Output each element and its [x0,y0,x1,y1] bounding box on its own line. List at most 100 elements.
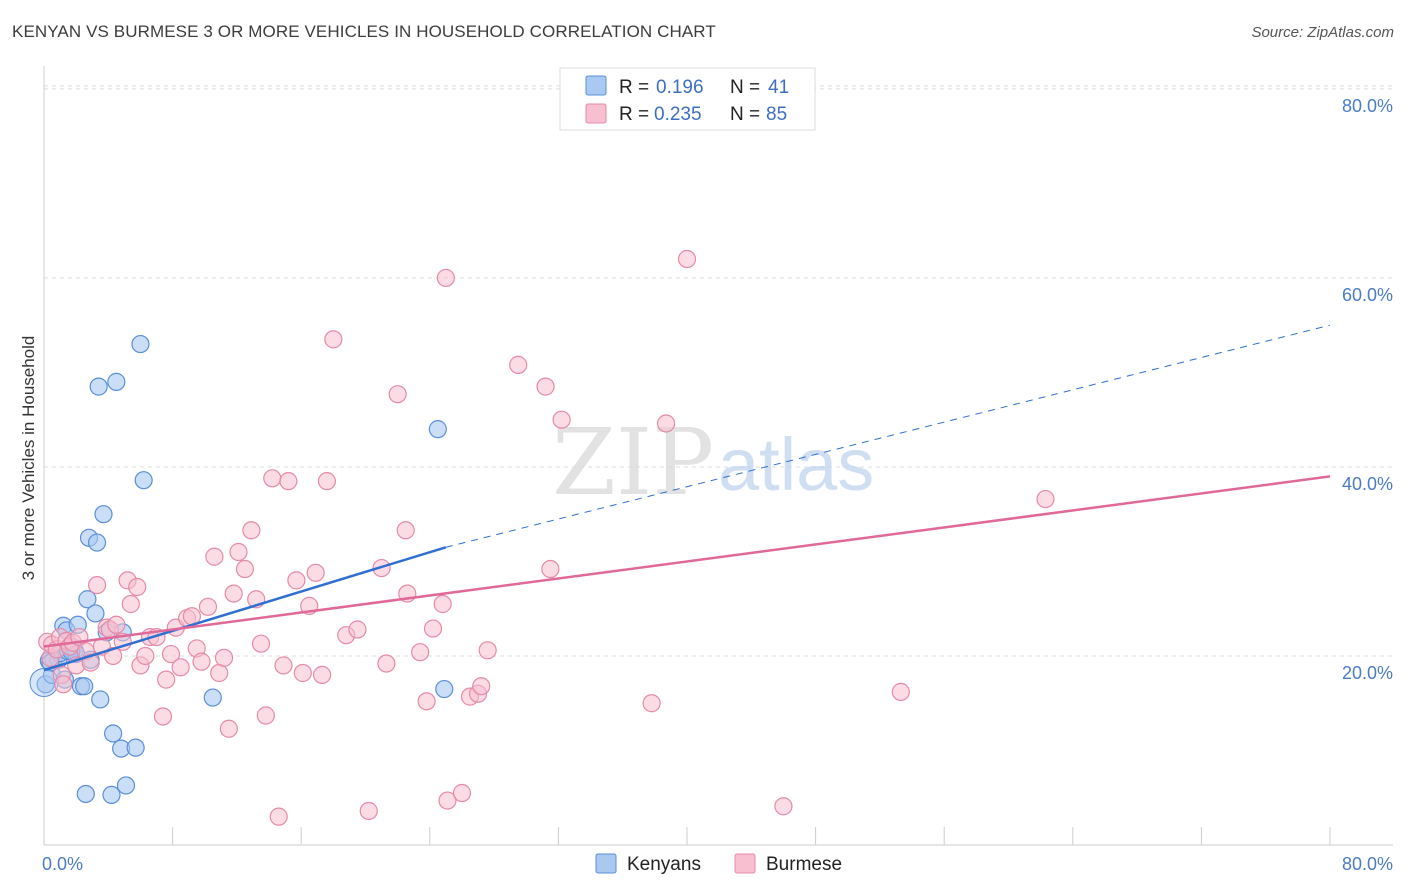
kenyan-point [102,785,121,805]
burmese-point [541,559,560,579]
burmese-point [107,615,126,634]
burmese-point [388,385,407,404]
kenyan-point [428,420,447,439]
burmese-point [235,559,255,579]
kenyan-point [91,690,110,709]
legend: R = 0.196 N = 41 R = 0.235 N = 85 [559,67,816,131]
bottom-legend-burmese-swatch [734,853,756,874]
burmese-point [423,619,443,638]
burmese-point [677,249,697,269]
kenyan-point [203,688,222,707]
kenyan-point [76,784,95,804]
burmese-point [157,670,176,689]
x-tick-label-left: 0.0% [42,854,83,874]
burmese-point [359,801,378,821]
watermark: ZIP atlas [552,409,874,516]
burmese-point [396,521,415,540]
legend-kenyan-n-label: N = [730,77,760,98]
kenyan-point [86,604,105,623]
burmese-point [214,648,234,667]
burmese-point [417,692,436,711]
burmese-point [324,330,343,349]
x-tick-label-right: 80.0% [1342,854,1393,874]
burmese-point [54,675,73,694]
trend-lines [43,324,1331,672]
burmese-point [509,355,528,374]
burmese-point [348,620,367,639]
kenyan-point [87,533,107,552]
burmese-point [161,644,181,664]
kenyan-point [134,471,153,490]
y-tick-label-80: 80.0% [1342,96,1393,116]
bottom-legend-kenyans-label: Kenyans [627,854,701,875]
legend-burmese-n-label: N = [730,104,760,125]
y-tick-labels: 20.0% 40.0% 60.0% 80.0% [1342,96,1393,683]
kenyan-point [116,776,136,795]
kenyan-point [94,505,113,524]
legend-burmese-r-label: R = [619,104,649,125]
source-label: Source: ZipAtlas.com [1251,24,1394,41]
burmese-point [642,694,661,713]
burmese-point [128,577,147,597]
legend-kenyan-r-label: R = [619,77,649,98]
burmese-point [287,571,306,590]
burmese-point [891,682,910,701]
burmese-point [263,469,282,488]
burmese-point [472,677,491,696]
burmese-point [121,594,140,614]
burmese-point [251,634,271,653]
burmese-point [256,706,275,725]
burmese-point [436,268,455,288]
kenyan-point [435,679,454,699]
chart-title: KENYAN VS BURMESE 3 OR MORE VEHICLES IN … [12,22,716,41]
kenyan-point [89,377,108,396]
kenyan-point [107,372,126,391]
y-tick-label-60: 60.0% [1342,285,1393,305]
y-tick-label-40: 40.0% [1342,474,1393,494]
burmese-point [306,563,325,582]
burmese-point [293,663,312,683]
bottom-legend: Kenyans Burmese [595,853,842,875]
axes [43,66,1393,846]
bottom-legend-kenyans-swatch [595,853,617,874]
kenyan-point [126,738,145,757]
burmese-point [279,472,298,491]
burmese-points [38,249,1055,826]
burmese-point [536,377,555,396]
kenyan-point [104,724,123,743]
legend-kenyan-n-value: 41 [768,77,789,98]
burmese-point [1036,489,1055,509]
burmese-point [224,584,243,603]
burmese-point [552,410,571,429]
burmese-point [153,707,173,726]
kenyans-trend-line [43,546,447,672]
burmese-point [317,472,337,491]
legend-burmese-n-value: 85 [766,104,787,125]
watermark-atlas: atlas [718,423,874,506]
burmese-point [657,414,676,433]
burmese-point [229,542,248,562]
kenyans-trend-extension [445,324,1331,548]
burmese-point [210,663,229,683]
burmese-point [136,646,155,666]
y-axis-label: 3 or more Vehicles in Household [19,336,38,581]
burmese-point [478,641,497,660]
bottom-legend-burmese-label: Burmese [766,854,842,875]
burmese-point [198,597,218,616]
burmese-point [452,783,472,803]
burmese-point [433,594,452,614]
kenyan-point [131,334,150,354]
burmese-point [104,646,123,666]
burmese-point [312,665,332,684]
burmese-point [192,652,211,671]
y-tick-label-20: 20.0% [1342,663,1393,683]
burmese-point [411,643,430,662]
burmese-point [171,658,190,677]
burmese-point [205,547,224,566]
legend-burmese-swatch [585,103,607,124]
burmese-point [269,807,288,826]
burmese-point [274,656,293,675]
kenyan-point [75,677,94,696]
burmese-point [242,521,261,540]
